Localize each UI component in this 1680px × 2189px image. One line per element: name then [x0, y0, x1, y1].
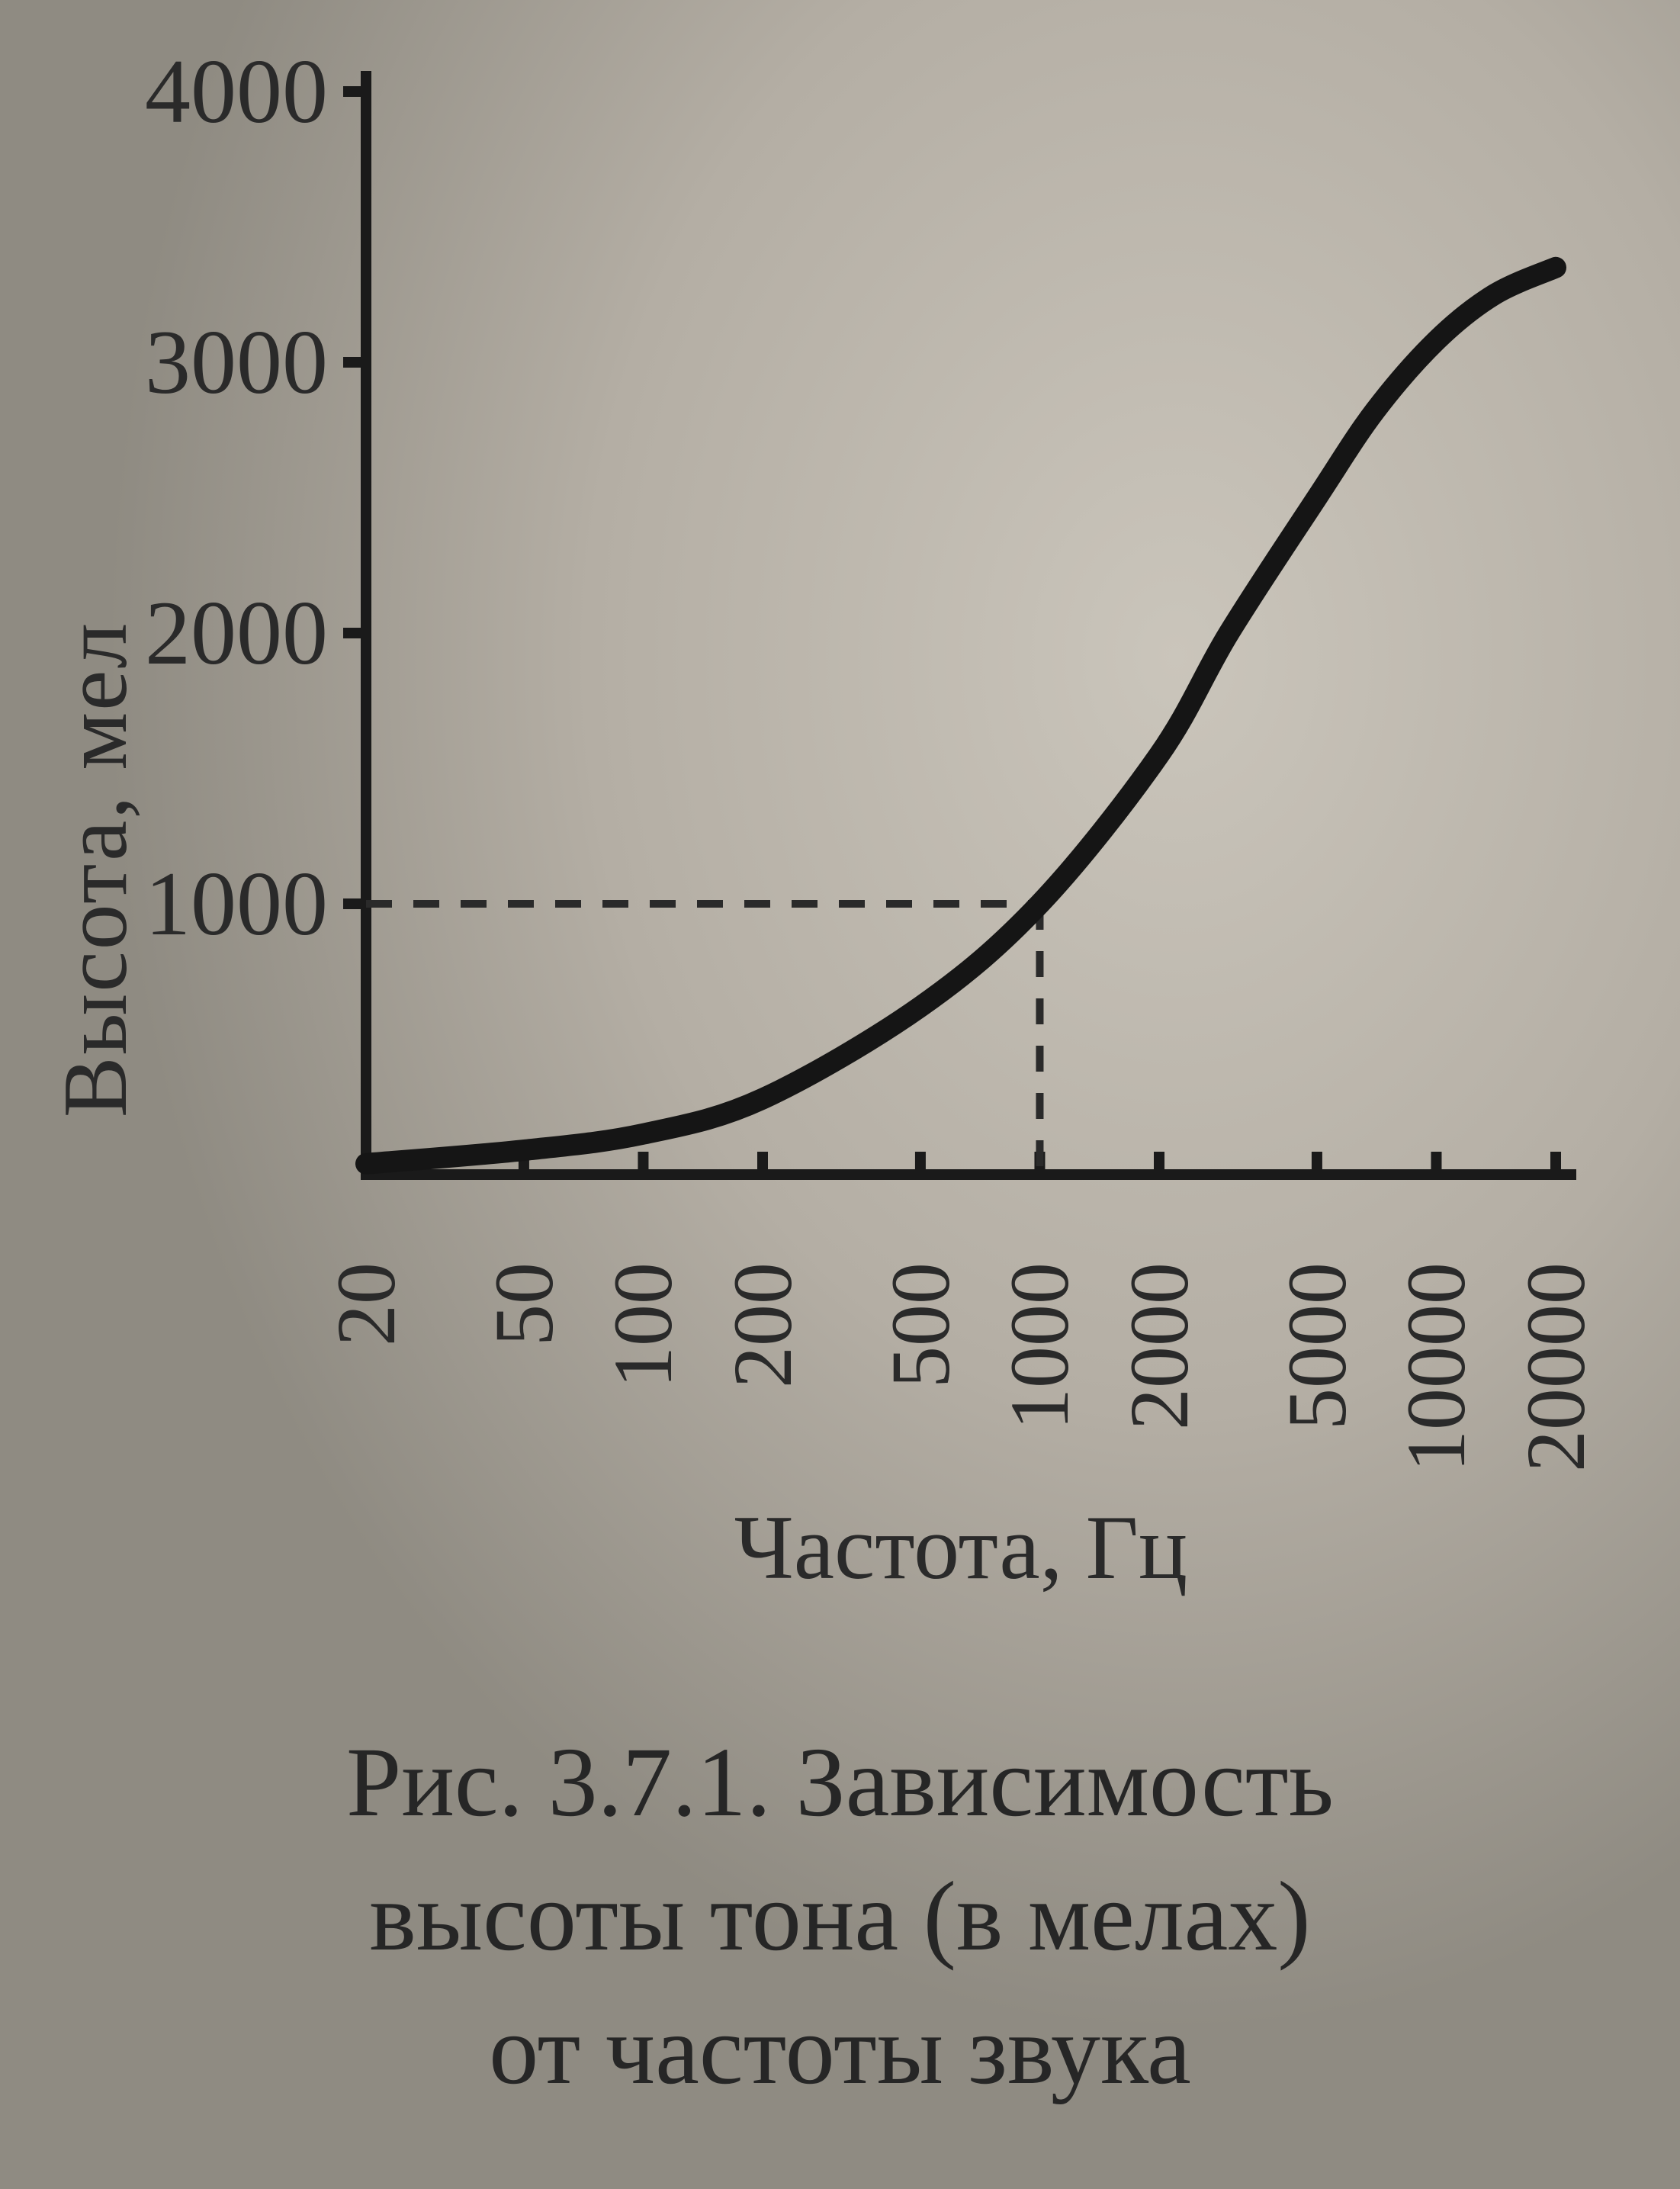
caption-line-2: высоты тона (в мелах) — [0, 1850, 1680, 1985]
x-tick-label: 1000 — [997, 1262, 1081, 1491]
x-axis-title: Частота, Гц — [366, 1495, 1556, 1600]
y-tick-label: 3000 — [46, 317, 328, 408]
x-tick-label: 10000 — [1394, 1262, 1478, 1491]
x-tick-label: 2000 — [1117, 1262, 1201, 1491]
x-tick-label: 200 — [721, 1262, 805, 1491]
y-tick-label: 4000 — [46, 46, 328, 137]
figure-caption: Рис. 3.7.1. Зависимость высоты тона (в м… — [0, 1716, 1680, 2118]
x-tick-label: 50 — [482, 1262, 566, 1491]
caption-line-3: от частоты звука — [0, 1984, 1680, 2118]
y-tick-label: 2000 — [46, 587, 328, 679]
x-tick-label: 5000 — [1275, 1262, 1359, 1491]
y-tick-label: 1000 — [46, 858, 328, 950]
x-tick-label: 20000 — [1514, 1262, 1598, 1491]
caption-line-1: Рис. 3.7.1. Зависимость — [0, 1716, 1680, 1850]
page: Высота, мел Частота, Гц 1000200030004000… — [0, 0, 1680, 2189]
x-tick-label: 500 — [879, 1262, 962, 1491]
x-tick-label: 100 — [601, 1262, 685, 1491]
plot-container: Высота, мел Частота, Гц 1000200030004000… — [46, 31, 1632, 1632]
x-tick-label: 20 — [324, 1262, 408, 1491]
